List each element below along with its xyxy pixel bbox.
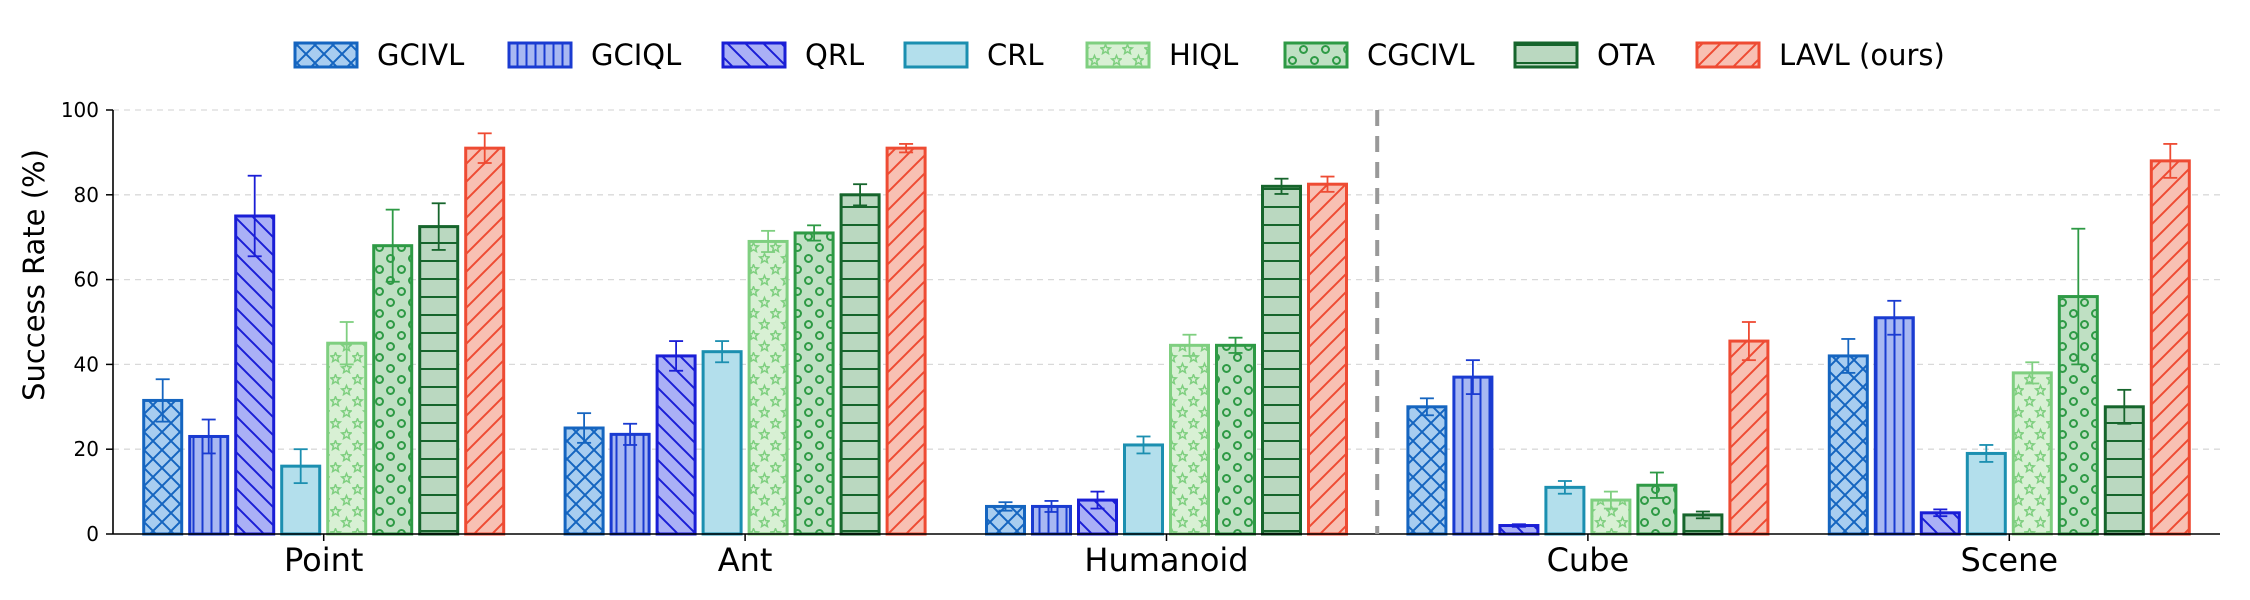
bar [1406, 405, 1448, 536]
legend-label: GCIVL [377, 38, 464, 72]
bar [1965, 451, 2007, 536]
y-tick-label: 0 [86, 522, 99, 546]
bar [2103, 405, 2145, 536]
x-tick-label: Ant [718, 541, 773, 579]
bar [839, 193, 881, 536]
legend-item: GCIVL [293, 38, 464, 72]
bar [234, 214, 276, 536]
legend-item: CGCIVL [1283, 38, 1475, 72]
bar [464, 146, 506, 536]
bar [1123, 443, 1164, 536]
legend-label: CGCIVL [1367, 38, 1475, 72]
legend-label: LAVL (ours) [1779, 38, 1945, 72]
bars [142, 132, 2191, 536]
bar [1452, 375, 1494, 536]
bar [418, 225, 460, 536]
legend: GCIVL GCIQL QRL CRL HIQL CGCIVL OTA LAVL (ours) [293, 38, 1945, 72]
legend-item: GCIQL [507, 38, 681, 72]
bar [2149, 159, 2191, 536]
bar [747, 239, 789, 536]
legend-swatch [1085, 41, 1151, 69]
x-tick-label: Point [284, 541, 363, 579]
bar [885, 146, 927, 536]
bar [1215, 343, 1256, 536]
legend-swatch [507, 41, 573, 69]
y-tick-label: 40 [74, 352, 99, 376]
legend-item: CRL [903, 38, 1044, 72]
bar [655, 354, 697, 536]
legend-swatch [1283, 41, 1349, 69]
legend-label: OTA [1597, 38, 1655, 72]
bar [1827, 354, 1869, 536]
legend-item: LAVL (ours) [1695, 38, 1945, 72]
bar [1169, 343, 1210, 536]
legend-label: HIQL [1169, 38, 1238, 72]
bar [1307, 182, 1348, 536]
legend-label: QRL [805, 38, 864, 72]
bar [326, 341, 368, 536]
y-tick-label: 20 [74, 437, 99, 461]
legend-item: QRL [721, 38, 864, 72]
y-tick-label: 100 [61, 98, 99, 122]
x-tick-label: Cube [1547, 541, 1630, 579]
legend-swatch [1513, 41, 1579, 69]
y-axis-title: Success Rate (%) [17, 149, 51, 401]
legend-swatch [721, 41, 787, 69]
bar [1261, 184, 1302, 536]
y-tick-label: 80 [74, 183, 99, 207]
legend-label: GCIQL [591, 38, 681, 72]
legend-item: HIQL [1085, 38, 1238, 72]
bar [701, 350, 743, 536]
legend-label: CRL [987, 38, 1044, 72]
axes: 0 20 40 60 80 100 Point Ant Humanoid Cube Scene [61, 98, 2220, 579]
bar [1873, 316, 1915, 536]
legend-swatch [903, 41, 969, 69]
y-tick-label: 60 [74, 268, 99, 292]
bar [2011, 371, 2053, 536]
bar [1728, 339, 1770, 536]
bar [372, 244, 414, 536]
legend-swatch [1695, 41, 1761, 69]
x-tick-label: Scene [1961, 541, 2059, 579]
bar [563, 426, 605, 536]
legend-item: OTA [1513, 38, 1655, 72]
bar [609, 432, 651, 536]
bar [793, 231, 835, 536]
legend-swatch [293, 41, 359, 69]
x-tick-label: Humanoid [1084, 541, 1248, 579]
